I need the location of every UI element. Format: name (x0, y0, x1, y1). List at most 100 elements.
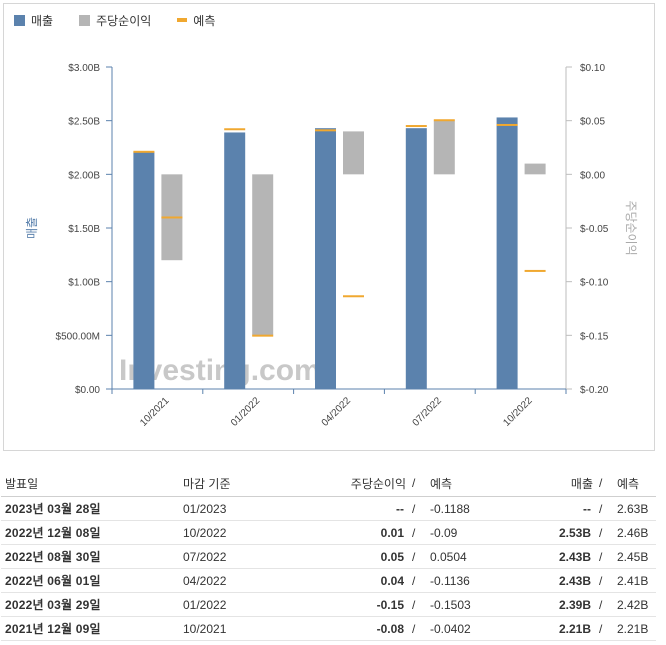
left-tick-label: $2.50B (68, 117, 100, 128)
legend-item-revenue[interactable]: 매출 (14, 12, 53, 29)
legend-item-eps[interactable]: 주당순이익 (79, 12, 151, 29)
revenue-forecast-marker (405, 125, 427, 128)
cell-period-end: 10/2022 (179, 520, 297, 545)
cell-release-date: 2022년 03월 29일 (1, 592, 179, 617)
cell-release-date: 2021년 12월 09일 (1, 616, 179, 641)
cell-period-end: 01/2022 (179, 592, 297, 617)
left-tick-label: $0.00 (75, 385, 100, 396)
header-release-date[interactable]: 발표일 (1, 470, 179, 497)
legend-label-eps: 주당순이익 (96, 13, 152, 28)
header-revenue[interactable]: 매출 (504, 470, 595, 497)
cell-eps-separator: / (408, 568, 426, 593)
eps-bar (524, 163, 546, 175)
cell-release-date: 2022년 06월 01일 (1, 568, 179, 593)
plot-area (112, 67, 566, 389)
cell-eps-forecast: -0.1136 (426, 568, 504, 593)
cell-revenue-forecast: 2.42B (613, 592, 656, 617)
x-tick-label: 07/2022 (411, 395, 445, 429)
right-tick-label: $-0.20 (580, 385, 609, 396)
eps-forecast-marker (343, 295, 364, 298)
cell-eps: -0.08 (297, 616, 408, 641)
legend-item-forecast[interactable]: 예측 (177, 12, 215, 29)
legend-swatch-forecast (177, 18, 188, 22)
cell-revenue-separator: / (595, 568, 613, 593)
revenue-forecast-marker (224, 128, 246, 131)
cell-period-end: 04/2022 (179, 568, 297, 593)
cell-eps: -0.15 (297, 592, 408, 617)
cell-revenue-separator: / (595, 496, 613, 521)
cell-revenue-forecast: 2.46B (613, 520, 656, 545)
left-tick-label: $2.00B (68, 170, 100, 181)
header-eps[interactable]: 주당순이익 (297, 470, 408, 497)
cell-revenue-separator: / (595, 592, 613, 617)
right-axis-title: 주당순이익 (624, 200, 638, 255)
table-row: 2023년 03월 28일 01/2023 -- / -0.1188 --/2.63B (1, 496, 656, 521)
cell-revenue: 2.39B (504, 592, 595, 617)
cell-release-date: 2022년 12월 08일 (1, 520, 179, 545)
cell-eps-separator: / (408, 520, 426, 545)
legend-swatch-eps (79, 14, 91, 26)
table-header-row: 발표일 마감 기준 주당순이익 / 예측 매출 / 예측 (1, 470, 656, 497)
revenue-forecast-marker (496, 123, 518, 126)
right-tick-label: $-0.05 (580, 224, 609, 235)
left-tick-label: $1.50B (68, 224, 100, 235)
table-row: 2022년 06월 01일 04/2022 0.04/-0.1136 2.43B/2.… (1, 568, 656, 593)
x-tick-label: 10/2022 (501, 395, 535, 429)
cell-revenue: 2.43B (504, 568, 595, 593)
table-row: 2022년 12월 08일 10/2022 0.01/-0.09 2.53B/2.46… (1, 520, 656, 545)
cell-eps-forecast: -0.0402 (426, 616, 504, 641)
left-tick-label: $1.00B (68, 278, 100, 289)
cell-revenue: -- (504, 496, 595, 521)
cell-revenue-separator: / (595, 520, 613, 545)
cell-eps-separator: / (408, 616, 426, 641)
x-tick-label: 10/2021 (138, 395, 172, 429)
cell-release-date: 2022년 08월 30일 (1, 544, 179, 569)
revenue-bar (496, 117, 518, 390)
cell-eps: 0.04 (297, 568, 408, 593)
left-tick-label: $3.00B (68, 63, 100, 74)
earnings-history-table: 발표일 마감 기준 주당순이익 / 예측 매출 / 예측 2023년 03월 2… (1, 470, 656, 641)
cell-revenue-separator: / (595, 616, 613, 641)
header-period-end[interactable]: 마감 기준 (179, 470, 297, 497)
cell-revenue-forecast: 2.63B (613, 496, 656, 521)
cell-period-end: 10/2021 (179, 616, 297, 641)
x-tick-label: 01/2022 (229, 395, 263, 429)
eps-forecast-marker (252, 334, 274, 337)
cell-eps: 0.01 (297, 520, 408, 545)
right-tick-label: $0.05 (580, 117, 605, 128)
cell-eps: 0.05 (297, 544, 408, 569)
cell-revenue: 2.21B (504, 616, 595, 641)
cell-revenue-forecast: 2.21B (613, 616, 656, 641)
eps-forecast-marker (433, 119, 455, 122)
earnings-chart: Investing.com$3.00B$2.50B$2.00B$1.50B$1.… (25, 63, 638, 429)
cell-eps-forecast: 0.0504 (426, 544, 504, 569)
cell-eps: -- (297, 496, 408, 521)
eps-bar (252, 174, 274, 336)
header-eps-forecast[interactable]: 예측 (426, 470, 504, 497)
cell-eps-separator: / (408, 592, 426, 617)
table-row: 2021년 12월 09일 10/2021 -0.08/-0.0402 2.21B/2… (1, 616, 656, 641)
revenue-bar (224, 132, 246, 389)
header-revenue-separator: / (595, 470, 613, 497)
eps-forecast-marker (524, 269, 546, 272)
eps-bar (433, 120, 455, 175)
left-tick-label: $500.00M (56, 331, 100, 342)
right-tick-label: $0.00 (580, 170, 605, 181)
eps-bar (343, 131, 364, 175)
cell-period-end: 01/2023 (179, 496, 297, 521)
header-revenue-forecast[interactable]: 예측 (613, 470, 656, 497)
chart-legend: 매출 주당순이익 예측 (14, 12, 241, 28)
left-axis-title: 매출 (25, 217, 39, 239)
eps-forecast-marker (161, 216, 183, 219)
revenue-bar (405, 128, 427, 389)
revenue-bar (315, 128, 336, 389)
table-row: 2022년 08월 30일 07/2022 0.05/0.0504 2.43B/2.4… (1, 544, 656, 569)
cell-release-date: 2023년 03월 28일 (1, 496, 179, 521)
revenue-bar (133, 151, 155, 389)
revenue-forecast-marker (315, 129, 336, 132)
cell-eps-forecast: -0.09 (426, 520, 504, 545)
cell-revenue-forecast: 2.45B (613, 544, 656, 569)
legend-swatch-revenue (14, 14, 25, 26)
cell-period-end: 07/2022 (179, 544, 297, 569)
legend-label-revenue: 매출 (31, 13, 54, 28)
